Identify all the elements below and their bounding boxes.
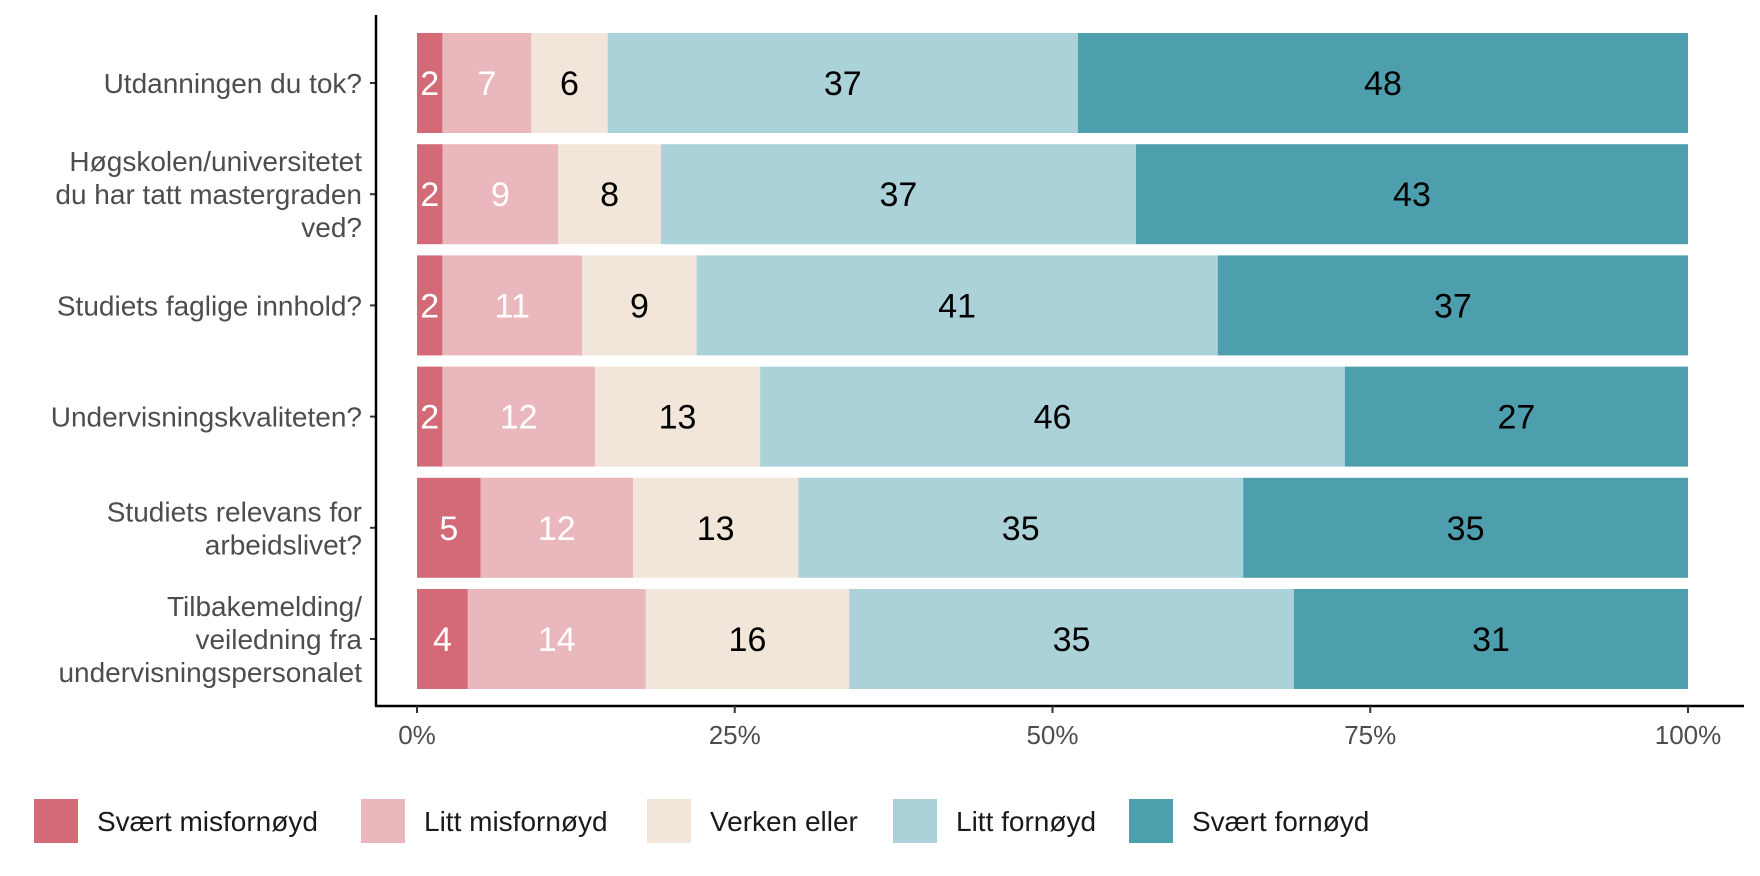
legend-label: Litt misfornøyd [424,806,608,837]
data-label: 16 [729,621,767,659]
bar-segment [1077,33,1688,133]
bar-segment [480,477,634,578]
data-label: 27 [1498,399,1536,437]
axes-layer [370,15,1744,708]
data-label: 35 [1002,510,1040,548]
legend-label: Svært fornøyd [1192,806,1369,837]
bar-segment [442,255,583,356]
bar-segment [1243,477,1688,578]
bar-segment [582,255,697,356]
bars-layer: 2 7 6 37 482 9 8 37 432 11 9 41 372 12 13 46 275 12 13 35 35… [417,33,1688,689]
bar-segment [531,33,608,133]
bar-segment [594,366,761,467]
data-label: 8 [600,176,619,214]
data-label: 9 [630,287,649,325]
data-label: 11 [495,287,530,325]
data-label: 48 [1364,65,1402,103]
data-label: 13 [659,399,697,437]
bar-segment [442,366,595,467]
category-label: Høgskolen/universitetet du har tatt maste… [55,146,362,243]
category-label: Studiets relevans for arbeidslivet? [107,496,362,560]
data-label: 46 [1034,399,1072,437]
bar-segment [645,589,850,689]
bar-segment [417,144,443,245]
legend-swatch [893,799,937,843]
bar-segment [467,589,646,689]
bar-segment [442,144,559,245]
data-label: 37 [824,65,862,103]
bar-segment [1293,589,1688,689]
data-label: 13 [697,510,735,548]
bar-segment [417,366,443,467]
data-label: 2 [420,399,439,437]
x-tick-label: 75% [1344,720,1396,750]
data-label: 37 [1434,287,1472,325]
bar-segment [849,589,1294,689]
data-label: 2 [420,65,439,103]
bar-segment [696,255,1218,356]
data-label: 12 [500,399,538,437]
bar-segment [417,589,468,689]
data-label: 31 [1472,621,1510,659]
x-tick-label: 25% [709,720,761,750]
legend-label: Litt fornøyd [956,806,1096,837]
category-label: Utdanningen du tok? [104,68,362,99]
data-label: 35 [1053,621,1091,659]
legend-swatch [34,799,78,843]
bar-segment [660,144,1136,245]
bar-segment [1217,255,1688,356]
data-label: 12 [538,510,576,548]
legend-label: Svært misfornøyd [97,806,318,837]
legend-label: Verken eller [710,806,858,837]
bar-segment [607,33,1078,133]
data-label: 5 [439,510,458,548]
x-tick-label: 50% [1026,720,1078,750]
bar-segment [1344,366,1688,467]
category-label: Undervisningskvaliteten? [51,402,362,433]
legend-swatch [647,799,691,843]
bar-segment [442,33,532,133]
category-label: Studiets faglige innhold? [57,290,362,321]
category-label: Tilbakemelding/veiledning fra undervisnin… [58,591,362,688]
category-labels: Utdanningen du tok? Høgskolen/universitet… [51,68,363,688]
data-label: 43 [1393,176,1431,214]
bar-segment [417,477,481,578]
data-label: 35 [1447,510,1485,548]
bar-segment [760,366,1345,467]
data-label: 2 [420,287,439,325]
data-label: 41 [938,287,976,325]
data-label: 6 [560,65,579,103]
x-tick-label: 0% [398,720,436,750]
bar-segment [417,33,443,133]
bar-segment [1135,144,1688,245]
data-label: 14 [538,621,576,659]
legend: Svært misfornøyd Litt misfornøyd Verken el… [34,799,1369,843]
data-label: 9 [491,176,510,214]
bar-segment [633,477,799,578]
bar-segment [558,144,661,245]
legend-swatch [361,799,405,843]
legend-swatch [1129,799,1173,843]
bar-segment [798,477,1244,578]
x-tick-label: 100% [1655,720,1722,750]
x-axis-ticks: 0% 25% 50% 75% 100% [398,706,1721,750]
data-label: 7 [477,65,496,103]
bar-segment [417,255,443,356]
data-label: 37 [880,176,918,214]
data-label: 2 [420,176,439,214]
data-label: 4 [433,621,452,659]
